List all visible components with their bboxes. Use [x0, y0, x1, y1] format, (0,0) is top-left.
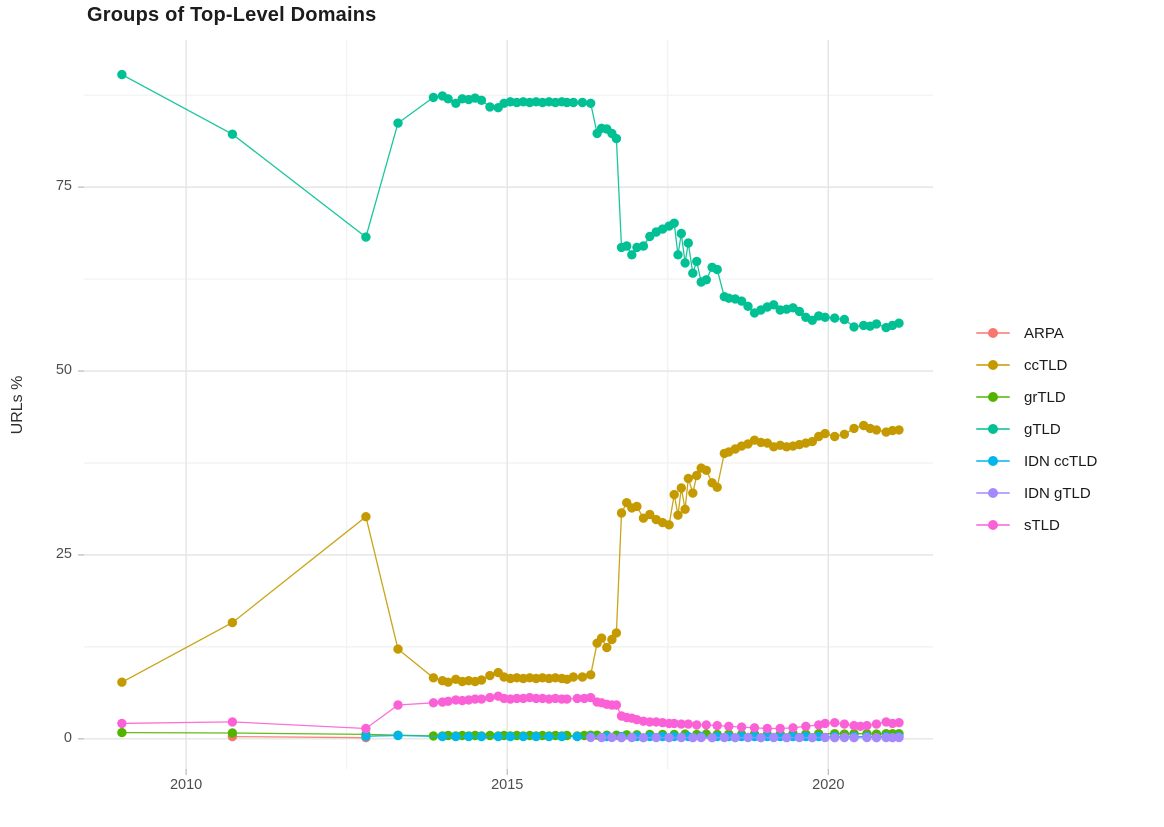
y-tick-label: 75 — [55, 178, 72, 195]
y-tick-label: 0 — [63, 729, 72, 746]
legend-item-label: ARPA — [1024, 324, 1064, 342]
legend-key-icon — [976, 326, 1012, 340]
legend-item-label: gTLD — [1024, 420, 1061, 438]
legend-key-dot — [988, 424, 998, 434]
y-tick-label: 25 — [55, 545, 72, 562]
legend-key-icon — [976, 454, 1012, 468]
x-tick-label: 2020 — [812, 777, 845, 793]
axis-ticks — [78, 186, 829, 775]
legend-key-icon — [976, 358, 1012, 372]
legend-item-label: sTLD — [1024, 516, 1060, 534]
legend-key-icon — [976, 518, 1012, 532]
legend: ARPA ccTLD grTLD gTLD IDN ccTLD IDN gTLD sTLD — [976, 317, 1097, 541]
legend-key-dot — [988, 520, 998, 530]
legend-item-idn-gtld: IDN gTLD — [976, 477, 1097, 509]
chart-title: Groups of Top-Level Domains — [87, 4, 377, 26]
legend-key-dot — [988, 488, 998, 498]
legend-key-dot — [988, 328, 998, 338]
series-gtld — [117, 69, 904, 333]
legend-item-label: IDN ccTLD — [1024, 452, 1098, 470]
legend-key-icon — [976, 390, 1012, 404]
legend-key-icon — [976, 422, 1012, 436]
legend-item-stld: sTLD — [976, 509, 1097, 541]
legend-item-gtld: gTLD — [976, 413, 1097, 445]
grid-major — [84, 40, 933, 769]
legend-item-cctld: ccTLD — [976, 349, 1097, 381]
legend-item-grtld: grTLD — [976, 381, 1097, 413]
y-tick-label: 50 — [55, 362, 72, 379]
legend-key-dot — [988, 392, 998, 402]
series-cctld — [117, 420, 904, 687]
legend-item-label: grTLD — [1024, 388, 1066, 406]
x-tick-label: 2015 — [491, 777, 524, 793]
legend-item-label: IDN gTLD — [1024, 484, 1091, 502]
series-stld — [117, 691, 904, 734]
legend-item-label: ccTLD — [1024, 356, 1068, 374]
legend-key-icon — [976, 486, 1012, 500]
grid-minor — [84, 40, 933, 769]
legend-key-dot — [988, 456, 998, 466]
x-tick-label: 2010 — [169, 777, 203, 793]
legend-key-dot — [988, 360, 998, 370]
legend-item-idn-cctld: IDN ccTLD — [976, 445, 1097, 477]
series-idn-gtld — [586, 732, 904, 743]
legend-item-arpa: ARPA — [976, 317, 1097, 349]
